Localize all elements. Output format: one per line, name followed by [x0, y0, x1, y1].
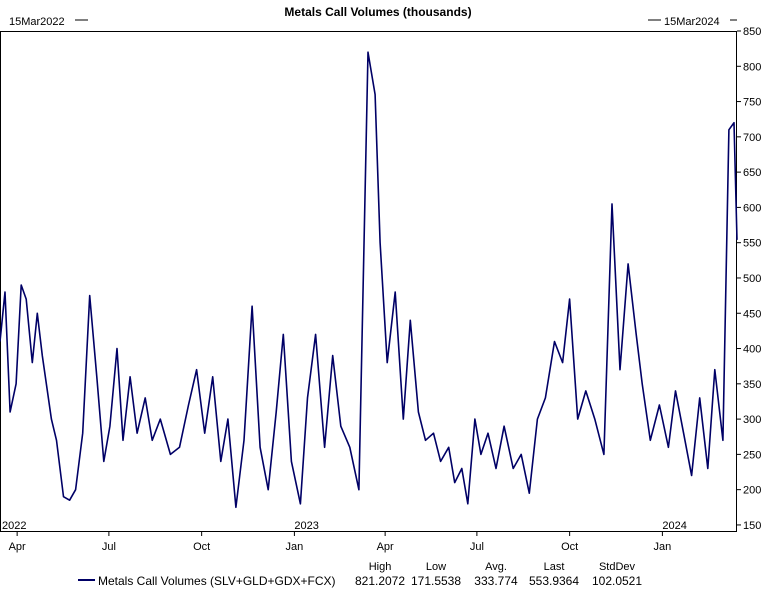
- y-tick-label: 450: [743, 308, 761, 320]
- y-tick-label: 650: [743, 167, 761, 179]
- x-month-label: Jul: [470, 541, 484, 553]
- x-month-label: Oct: [561, 541, 578, 553]
- y-tick-label: 250: [743, 449, 761, 461]
- plot-frame-group: [0, 19, 737, 532]
- stats-value: 333.774: [474, 574, 518, 588]
- y-tick-label: 150: [743, 520, 761, 532]
- legend: Metals Call Volumes (SLV+GLD+GDX+FCX): [78, 574, 336, 588]
- series-line: [0, 51, 738, 509]
- stats-table: High Low Avg. Last StdDev 821.2072 171.5538 333…: [355, 561, 642, 588]
- stats-header: Last: [544, 561, 565, 573]
- stats-value: 821.2072: [355, 574, 405, 588]
- stats-header: Low: [426, 561, 446, 573]
- y-tick-label: 200: [743, 485, 761, 497]
- x-month-label: Jan: [286, 541, 304, 553]
- x-axis-group: Apr Jul Oct Jan Apr Jul Oct Jan 2022 2023 2024: [2, 520, 687, 553]
- chart-title: Metals Call Volumes (thousands): [284, 5, 471, 19]
- stats-header: StdDev: [599, 561, 636, 573]
- stats-header: Avg.: [485, 561, 507, 573]
- x-month-label: Oct: [193, 541, 210, 553]
- stats-value: 171.5538: [411, 574, 461, 588]
- y-tick-label: 550: [743, 238, 761, 250]
- stats-value: 102.0521: [592, 574, 642, 588]
- series-line-group: [0, 51, 738, 509]
- y-tick-label: 850: [743, 26, 761, 38]
- y-tick-label: 750: [743, 97, 761, 109]
- y-axis-group: 150 200 250 300 350 400 450 500 550 600 650 700 750 8…: [737, 26, 761, 532]
- x-month-label: Jan: [654, 541, 672, 553]
- x-year-label: 2023: [294, 520, 318, 532]
- y-tick-label: 500: [743, 273, 761, 285]
- y-tick-label: 600: [743, 202, 761, 214]
- x-year-label: 2022: [2, 520, 26, 532]
- x-month-label: Jul: [102, 541, 116, 553]
- y-tick-label: 800: [743, 61, 761, 73]
- y-tick-label: 400: [743, 344, 761, 356]
- y-tick-label: 300: [743, 414, 761, 426]
- x-month-label: Apr: [9, 541, 26, 553]
- stats-value: 553.9364: [529, 574, 579, 588]
- y-tick-label: 350: [743, 379, 761, 391]
- y-tick-label: 700: [743, 132, 761, 144]
- x-month-label: Apr: [377, 541, 394, 553]
- x-year-label: 2024: [662, 520, 686, 532]
- stats-header: High: [369, 561, 392, 573]
- end-date-label: 15Mar2024: [664, 16, 720, 28]
- plot-border: [0, 31, 737, 532]
- start-date-label: 15Mar2022: [9, 16, 65, 28]
- legend-label: Metals Call Volumes (SLV+GLD+GDX+FCX): [98, 574, 336, 588]
